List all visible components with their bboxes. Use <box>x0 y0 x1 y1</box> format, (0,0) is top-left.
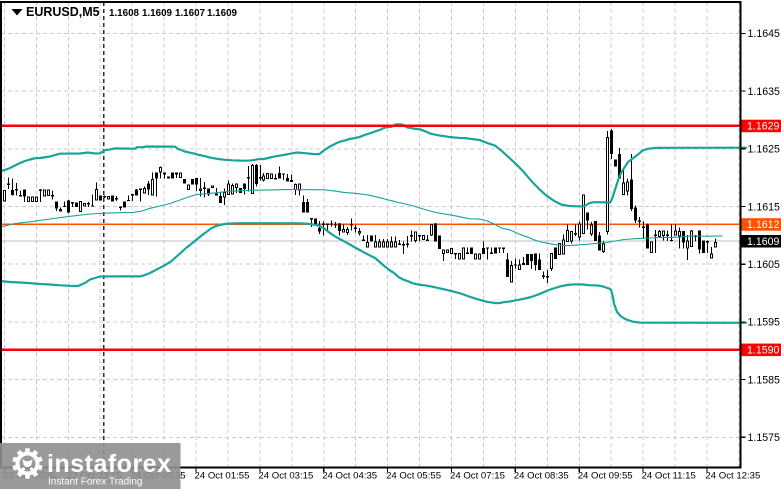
svg-text:1.1585: 1.1585 <box>748 374 781 386</box>
svg-text:24 Oct 11:15: 24 Oct 11:15 <box>642 471 696 482</box>
svg-text:EURUSD,M5: EURUSD,M5 <box>26 5 100 19</box>
svg-text:24 Oct 09:55: 24 Oct 09:55 <box>578 471 633 482</box>
svg-text:24 Oct 04:35: 24 Oct 04:35 <box>322 471 377 482</box>
svg-text:1.1645: 1.1645 <box>748 28 781 40</box>
svg-text:1.1615: 1.1615 <box>748 201 781 213</box>
svg-text:1.1590: 1.1590 <box>747 345 780 357</box>
svg-text:1.1595: 1.1595 <box>748 317 781 329</box>
svg-text:1.1625: 1.1625 <box>748 144 781 156</box>
svg-text:1.1607: 1.1607 <box>175 8 206 19</box>
svg-text:1.1629: 1.1629 <box>747 121 780 133</box>
svg-text:24 Oct 12:35: 24 Oct 12:35 <box>705 471 760 482</box>
svg-text:1.1609: 1.1609 <box>207 8 238 19</box>
svg-text:1.1612: 1.1612 <box>747 219 780 231</box>
svg-text:1.1609: 1.1609 <box>142 8 173 19</box>
svg-text:24 Oct 05:55: 24 Oct 05:55 <box>386 471 441 482</box>
svg-text:1.1575: 1.1575 <box>748 432 781 444</box>
svg-text:1.1605: 1.1605 <box>748 259 781 271</box>
svg-text:24 Oct 08:35: 24 Oct 08:35 <box>514 471 569 482</box>
svg-text:24 Oct 03:15: 24 Oct 03:15 <box>258 471 313 482</box>
svg-text:24 Oct 01:55: 24 Oct 01:55 <box>195 471 250 482</box>
svg-text:instaforex: instaforex <box>47 450 171 478</box>
svg-text:24 Oct 07:15: 24 Oct 07:15 <box>450 471 505 482</box>
svg-text:1.1609: 1.1609 <box>747 236 780 248</box>
svg-text:1.1635: 1.1635 <box>748 86 781 98</box>
svg-text:1.1608: 1.1608 <box>109 8 140 19</box>
svg-text:Instant Forex Trading: Instant Forex Trading <box>48 477 143 488</box>
